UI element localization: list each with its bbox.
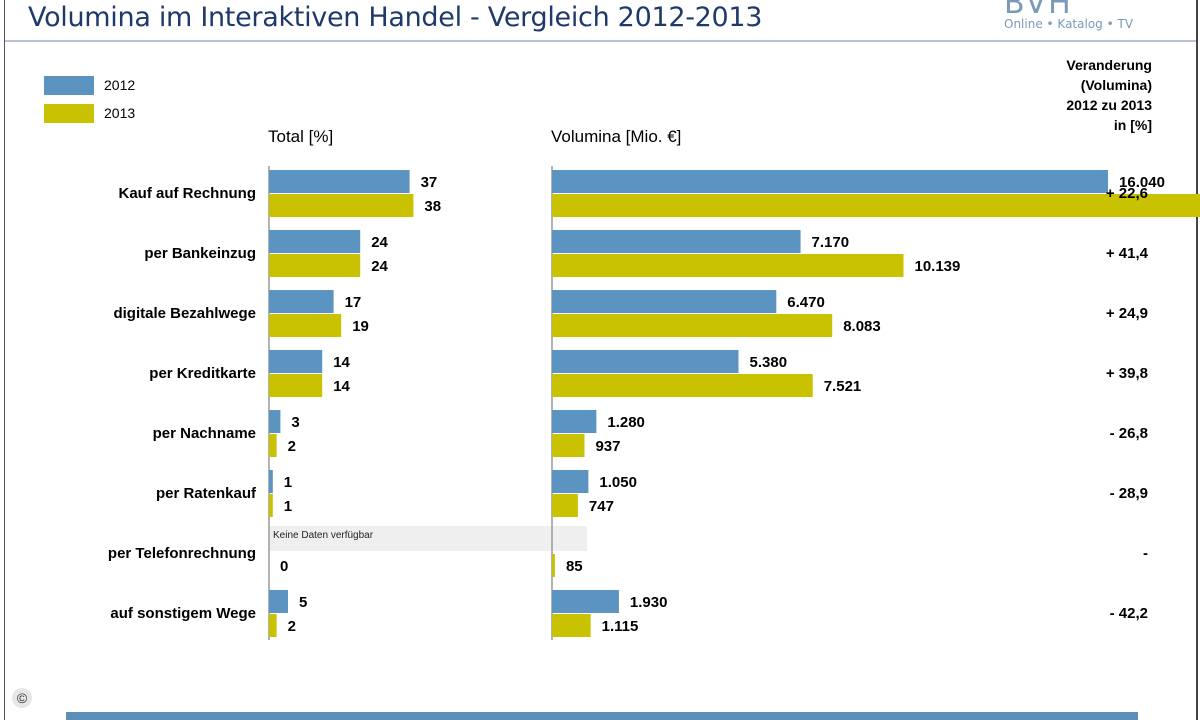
volumina-value-label-2012: 5.380	[750, 354, 788, 371]
volumina-bar-2012	[552, 470, 589, 493]
volumina-value-label-2012: 1.050	[599, 474, 637, 491]
change-value: + 41,4	[1106, 245, 1149, 262]
volumina-value-label-2013: 937	[595, 438, 620, 455]
volumina-bar-2013	[552, 194, 1200, 217]
total-bar-2013	[269, 194, 414, 217]
volumina-bar-2012	[552, 170, 1109, 193]
total-value-label-2012: 24	[371, 234, 388, 251]
total-value-label-2013: 2	[288, 438, 296, 455]
volumina-value-label-2013: 1.115	[602, 618, 639, 635]
total-bar-2013	[269, 434, 277, 457]
volumina-value-label-2012: 6.470	[787, 294, 825, 311]
total-bar-2012	[269, 230, 361, 253]
total-bar-2012	[269, 290, 334, 313]
volumina-value-label-2013: 7.521	[824, 378, 862, 395]
volumina-bar-2012	[552, 590, 619, 613]
change-value: - 26,8	[1110, 425, 1148, 442]
total-bar-2012	[269, 470, 273, 493]
legend-label-2012: 2012	[104, 77, 136, 93]
page-title: Volumina im Interaktiven Handel - Vergle…	[28, 2, 763, 33]
volumina-value-label-2013: 747	[589, 498, 614, 515]
change-value: + 39,8	[1106, 365, 1148, 382]
total-value-label-2012: 14	[333, 354, 350, 371]
total-value-label-2012: 1	[284, 474, 292, 491]
volumina-bar-2013	[552, 374, 813, 397]
legend-swatch-2012	[44, 76, 94, 95]
total-value-label-2012: 37	[421, 174, 438, 191]
volumina-value-label-2012: 1.930	[630, 594, 668, 611]
change-header-line: 2012 zu 2013	[1066, 97, 1152, 113]
volumina-bar-2012	[552, 410, 597, 433]
volumina-bar-2013	[552, 254, 904, 277]
total-value-label-2013: 1	[284, 498, 292, 515]
volumina-bar-2012	[552, 230, 801, 253]
total-bar-2013	[269, 254, 361, 277]
total-bar-2013	[269, 494, 273, 517]
volumina-value-label-2012: 1.280	[607, 414, 645, 431]
change-value: - 42,2	[1110, 605, 1148, 622]
volumina-value-label-2013: 10.139	[914, 258, 960, 275]
change-column-header: Veranderung (Volumina) 2012 zu 2013 in […	[1002, 55, 1152, 135]
footer-bar	[66, 712, 1138, 720]
category-label: per Nachname	[153, 425, 256, 442]
total-value-label-2013: 2	[288, 618, 296, 635]
total-bar-2012	[269, 590, 288, 613]
volumina-bar-2013	[552, 314, 833, 337]
change-header-line: Veranderung	[1066, 57, 1152, 73]
total-value-label-2012: 5	[299, 594, 307, 611]
category-label: per Kreditkarte	[149, 365, 256, 382]
change-value: - 28,9	[1110, 485, 1148, 502]
volumina-column-title: Volumina [Mio. €]	[551, 127, 682, 146]
no-data-annotation: Keine Daten verfügbar	[273, 530, 374, 541]
total-value-label-2013: 24	[371, 258, 388, 275]
legend-label-2013: 2013	[104, 105, 136, 121]
category-label: Kauf auf Rechnung	[119, 185, 257, 202]
category-label: auf sonstigem Wege	[110, 605, 256, 622]
total-value-label-2013: 0	[280, 558, 288, 575]
right-frame-border	[1196, 0, 1198, 720]
volumina-value-label-2013: 8.083	[843, 318, 881, 335]
logo: BVH	[1004, 0, 1073, 21]
category-label: per Telefonrechnung	[108, 545, 256, 562]
volumina-bar-2013	[552, 614, 591, 637]
volumina-value-label-2013: 85	[566, 558, 583, 575]
total-value-label-2013: 38	[424, 198, 441, 215]
volumina-bar-2013	[552, 434, 585, 457]
change-value: + 22,6	[1106, 185, 1148, 202]
change-value: -	[1143, 545, 1148, 562]
volumina-value-label-2012: 16.040	[1119, 174, 1165, 191]
total-bar-2012	[269, 170, 410, 193]
total-bar-2012	[269, 410, 281, 433]
total-bar-2013	[269, 314, 342, 337]
total-bar-2013	[269, 614, 277, 637]
change-header-line: (Volumina)	[1080, 77, 1152, 93]
total-value-label-2012: 3	[291, 414, 299, 431]
volumina-bar-2013	[552, 554, 555, 577]
logo-tagline: Online • Katalog • TV	[1004, 17, 1134, 31]
no-data-band	[269, 526, 587, 551]
category-label: digitale Bezahlwege	[113, 305, 256, 322]
header-divider	[5, 40, 1196, 42]
category-label: per Bankeinzug	[144, 245, 256, 262]
total-value-label-2013: 14	[333, 378, 350, 395]
total-value-label-2012: 17	[345, 294, 362, 311]
change-value: + 24,9	[1106, 305, 1148, 322]
total-value-label-2013: 19	[352, 318, 369, 335]
volumina-value-label-2012: 7.170	[812, 234, 850, 251]
change-header-line: in [%]	[1113, 117, 1152, 133]
total-bar-2012	[269, 350, 323, 373]
volumina-bar-2012	[552, 290, 777, 313]
total-bar-2013	[269, 374, 323, 397]
legend-swatch-2013	[44, 104, 94, 123]
volumina-bar-2013	[552, 494, 578, 517]
total-column-title: Total [%]	[268, 127, 334, 146]
copyright-icon: ©	[12, 688, 32, 708]
category-label: per Ratenkauf	[156, 485, 257, 502]
volumina-bar-2012	[552, 350, 739, 373]
left-frame-border	[4, 0, 5, 720]
